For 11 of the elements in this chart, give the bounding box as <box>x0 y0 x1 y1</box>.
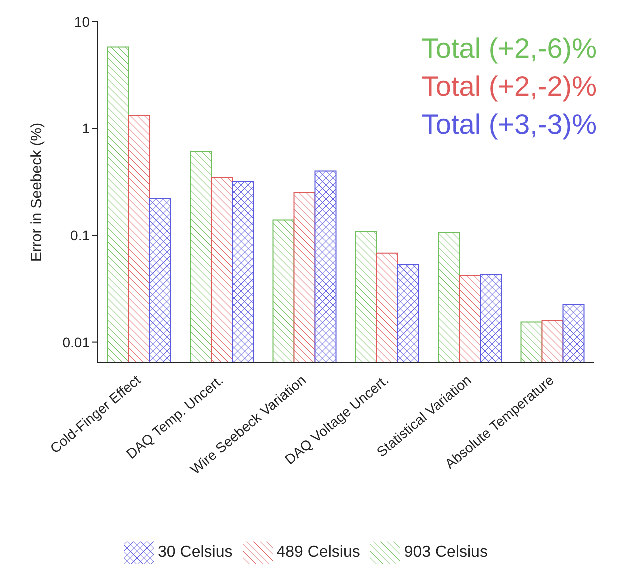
annotation: Total (+3,-3)% <box>422 108 597 142</box>
y-tick-label: 0.01 <box>62 334 90 350</box>
legend-label: 903 Celsius <box>404 544 488 562</box>
y-axis-title: Error in Seebeck (%) <box>28 122 46 262</box>
annotation: Total (+2,-6)% <box>422 32 597 66</box>
y-tick-label: 10 <box>74 14 90 30</box>
annotation: Total (+2,-2)% <box>422 70 597 104</box>
legend-label: 30 Celsius <box>158 544 233 562</box>
legend-label: 489 Celsius <box>276 544 360 562</box>
y-tick-label: 0.1 <box>70 228 90 244</box>
y-tick-label: 1 <box>82 120 90 137</box>
